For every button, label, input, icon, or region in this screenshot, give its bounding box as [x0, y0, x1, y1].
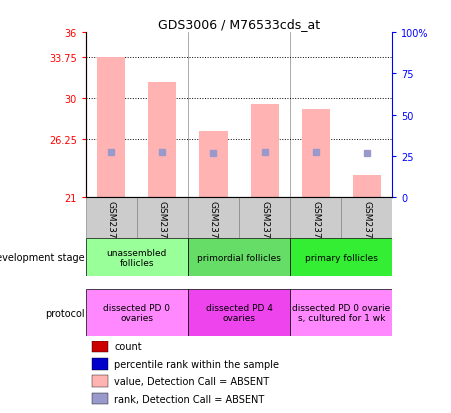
Bar	[290, 239, 392, 277]
Bar	[92, 393, 108, 404]
Bar	[92, 375, 108, 387]
Bar	[302, 110, 330, 197]
Text: GSM237014: GSM237014	[158, 201, 167, 255]
Text: count: count	[115, 342, 142, 351]
Text: dissected PD 0 ovarie
s, cultured for 1 wk: dissected PD 0 ovarie s, cultured for 1 …	[292, 303, 391, 323]
Text: dissected PD 0
ovaries: dissected PD 0 ovaries	[103, 303, 170, 323]
Bar	[188, 197, 239, 239]
Text: GSM237015: GSM237015	[209, 201, 218, 256]
Bar	[290, 289, 392, 337]
Bar	[86, 239, 188, 277]
Bar	[188, 289, 290, 337]
Bar	[250, 104, 279, 197]
Bar	[97, 58, 125, 197]
Text: primordial follicles: primordial follicles	[197, 253, 281, 262]
Bar	[92, 341, 108, 352]
Bar	[86, 197, 137, 239]
Text: value, Detection Call = ABSENT: value, Detection Call = ABSENT	[115, 376, 270, 386]
Bar	[86, 289, 188, 337]
Bar	[188, 239, 290, 277]
Bar	[341, 197, 392, 239]
Bar	[137, 197, 188, 239]
Text: protocol: protocol	[45, 308, 85, 318]
Text: GSM237017: GSM237017	[311, 201, 320, 256]
Bar	[239, 197, 290, 239]
Text: dissected PD 4
ovaries: dissected PD 4 ovaries	[206, 303, 272, 323]
Text: primary follicles: primary follicles	[305, 253, 377, 262]
Bar	[290, 197, 341, 239]
Text: rank, Detection Call = ABSENT: rank, Detection Call = ABSENT	[115, 394, 265, 404]
Text: GSM237013: GSM237013	[107, 201, 116, 256]
Bar	[92, 358, 108, 370]
Text: development stage: development stage	[0, 253, 85, 263]
Bar	[353, 176, 381, 197]
Text: GSM237016: GSM237016	[260, 201, 269, 256]
Text: GSM237018: GSM237018	[362, 201, 371, 256]
Text: percentile rank within the sample: percentile rank within the sample	[115, 359, 280, 369]
Text: unassembled
follicles: unassembled follicles	[106, 248, 167, 267]
Bar	[199, 132, 227, 197]
Bar	[148, 82, 176, 197]
Title: GDS3006 / M76533cds_at: GDS3006 / M76533cds_at	[158, 17, 320, 31]
